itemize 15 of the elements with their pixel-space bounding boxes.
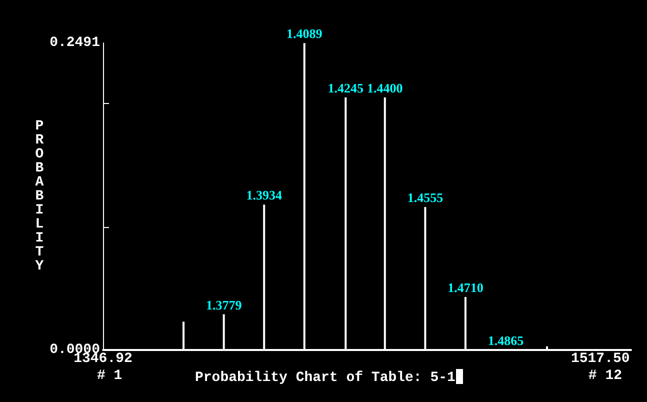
text: # 12 [588, 368, 622, 384]
annotation: 1.4555 [407, 190, 444, 206]
text: # 1 [97, 368, 122, 384]
annotation: 1.4400 [367, 80, 403, 96]
annotation: 1.4865 [488, 333, 524, 348]
annotation: 1.4245 [328, 80, 364, 96]
text: Probability Chart of Table: 5-1 [195, 370, 456, 386]
x-tick-label: 1346.92 [74, 351, 132, 367]
annotation: 1.4710 [448, 280, 484, 296]
y-tick-label: 0.2491 [50, 35, 100, 51]
x-tick-label: 1517.50 [570, 351, 630, 367]
annotation: 1.3934 [246, 188, 282, 203]
text: 1.4089 [286, 26, 323, 42]
text: PROBABILITY [35, 118, 44, 274]
annotation: 1.3779 [206, 297, 242, 312]
